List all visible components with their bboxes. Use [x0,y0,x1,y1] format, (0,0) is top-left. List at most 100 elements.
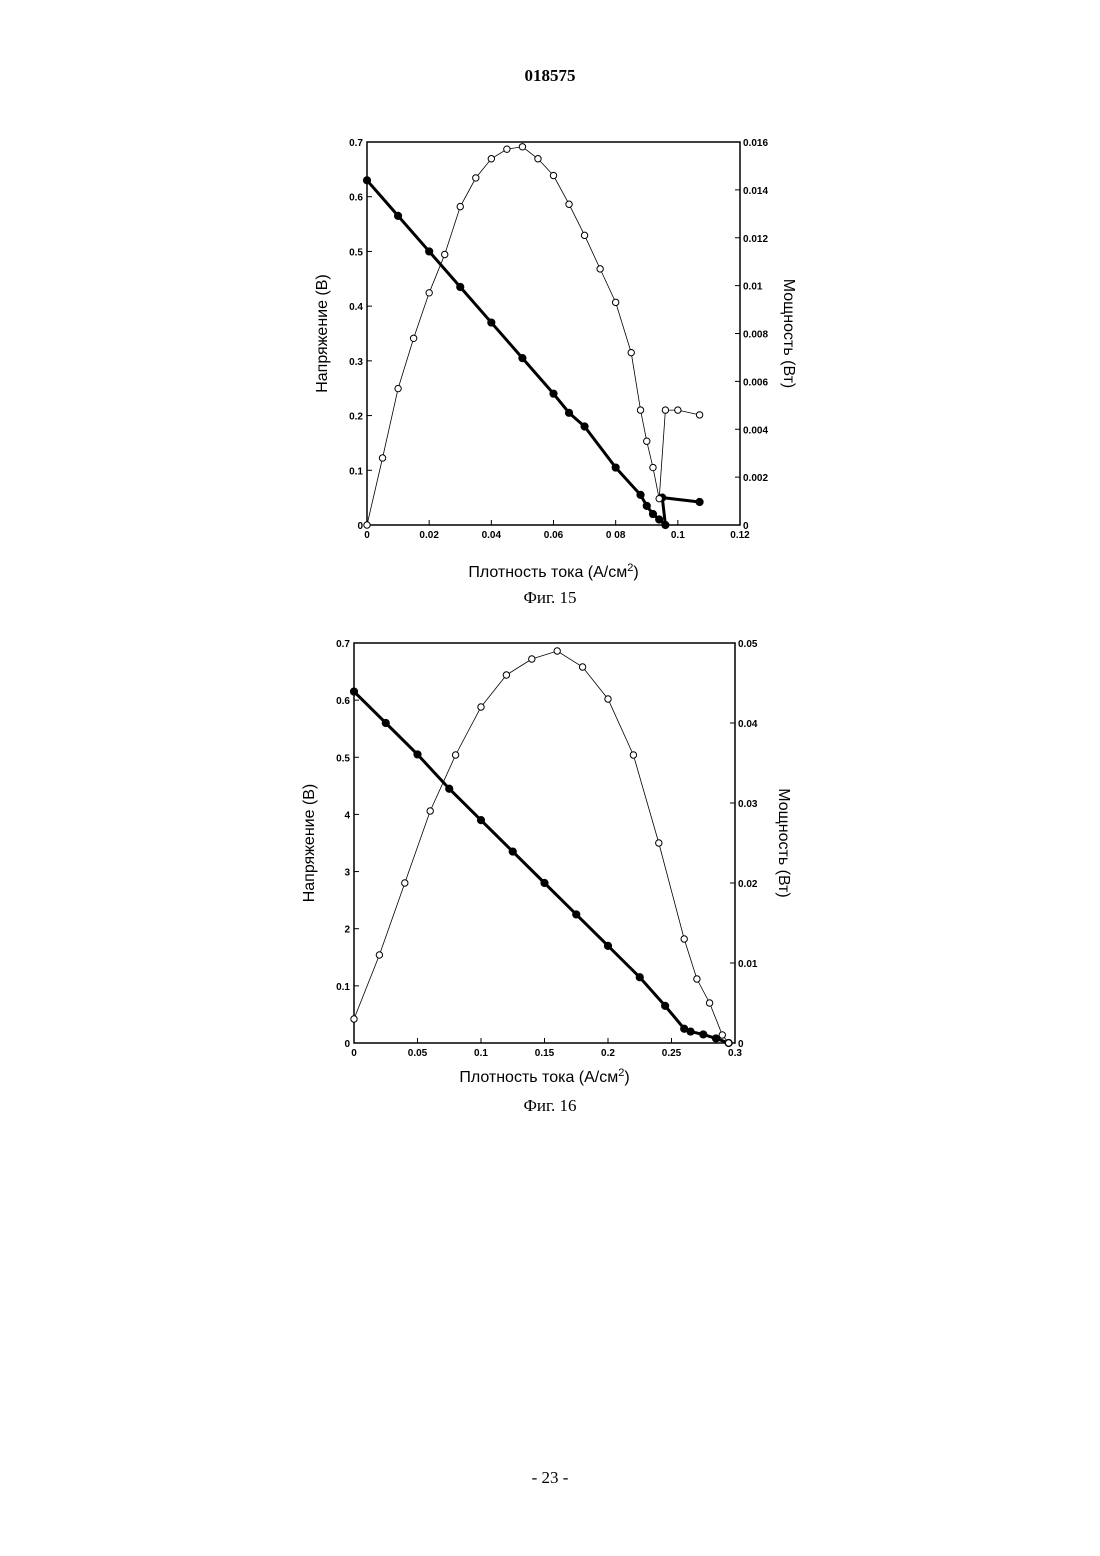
power-point [488,156,494,162]
y-left-tick-label: 0.7 [336,639,350,650]
y-left-tick-label: 0.6 [349,193,363,204]
figure-16-caption: Фиг. 16 [0,1096,1100,1116]
page-number: - 23 - [0,1468,1100,1488]
power-point [597,266,603,272]
document-number: 018575 [0,66,1100,86]
power-point [478,704,484,710]
y-left-tick-label: 0.2 [349,412,363,423]
power-point [473,175,479,181]
voltage-point [426,248,433,255]
voltage-point [488,319,495,326]
power-point [579,664,585,670]
figure-15: 00.020.040.060 080.10.1200.10.20.30.40.5… [0,130,1100,600]
power-point [379,455,385,461]
power-point [644,438,650,444]
x-tick-label: 0 [364,530,370,541]
y-left-tick-label: 0.5 [349,247,363,258]
voltage-point [350,688,357,695]
power-point [427,808,433,814]
power-point [550,172,556,178]
figure-15-caption: Фиг. 15 [0,588,1100,608]
y-right-tick-label: 0.01 [743,282,763,293]
power-point [605,696,611,702]
voltage-point [696,498,703,505]
y-left-tick-label: 0.5 [336,753,350,764]
y-right-tick-label: 0.014 [743,186,768,197]
y-left-tick-label: 2 [344,925,350,936]
power-point [637,407,643,413]
y-left-tick-label: 0.3 [349,357,363,368]
power-point [395,385,401,391]
power-point [364,522,370,528]
power-point [581,232,587,238]
voltage-point [662,1002,669,1009]
voltage-point [700,1031,707,1038]
power-point [725,1040,731,1046]
y-right-tick-label: 0.012 [743,234,768,245]
power-point [719,1032,725,1038]
voltage-point [519,355,526,362]
voltage-point [363,177,370,184]
y-right-tick-label: 0.01 [738,959,758,970]
chart-16: 00.050.10.150.20.250.300.12340.50.60.700… [0,630,1100,1120]
y-left-axis-label: Напряжение (В) [314,274,331,393]
voltage-point [573,911,580,918]
power-point [351,1016,357,1022]
power-point [452,752,458,758]
y-right-tick-label: 0.006 [743,377,768,388]
y-right-axis-label: Мощность (Вт) [780,279,797,389]
y-left-tick-label: 0.6 [336,696,350,707]
voltage-point [637,491,644,498]
power-point [457,203,463,209]
y-right-tick-label: 0.03 [738,799,758,810]
voltage-point [414,751,421,758]
power-point [410,335,416,341]
y-left-tick-label: 0.1 [349,466,363,477]
voltage-point [636,974,643,981]
y-right-tick-label: 0.04 [738,719,758,730]
power-point [706,1000,712,1006]
power-point [376,952,382,958]
series-voltage-line [367,180,700,525]
voltage-point [687,1028,694,1035]
voltage-point [581,423,588,430]
figure-16: 00.050.10.150.20.250.300.12340.50.60.700… [0,630,1100,1120]
power-point [535,156,541,162]
power-point [612,299,618,305]
power-point [426,290,432,296]
y-left-tick-label: 0 [357,521,363,532]
voltage-point [662,521,669,528]
power-point [529,656,535,662]
power-point [694,976,700,982]
y-right-tick-label: 0.02 [738,879,758,890]
y-left-tick-label: 3 [344,868,350,879]
y-left-tick-label: 0 [344,1039,350,1050]
power-point [630,752,636,758]
power-point [442,251,448,257]
voltage-point [565,409,572,416]
power-point [656,840,662,846]
voltage-point [477,817,484,824]
voltage-point [656,516,663,523]
y-left-tick-label: 0.7 [349,138,363,149]
y-right-axis-label: Мощность (Вт) [775,788,792,898]
chart-15: 00.020.040.060 080.10.1200.10.20.30.40.5… [0,130,1100,600]
x-tick-label: 0 08 [606,530,626,541]
voltage-point [643,502,650,509]
voltage-point [394,212,401,219]
y-right-tick-label: 0.004 [743,425,768,436]
x-tick-label: 0.1 [474,1048,488,1059]
y-left-axis-label: Напряжение (В) [301,784,318,903]
power-point [650,464,656,470]
power-point [662,407,668,413]
x-tick-label: 0 [351,1048,357,1059]
y-right-tick-label: 0 [738,1039,744,1050]
y-right-tick-label: 0.05 [738,639,758,650]
y-right-tick-label: 0.016 [743,138,768,149]
x-axis-label: Плотность тока (А/см2) [459,1067,629,1086]
x-tick-label: 0.06 [544,530,564,541]
x-tick-label: 0.1 [671,530,685,541]
plot-frame [354,643,735,1043]
x-tick-label: 0.04 [482,530,502,541]
y-right-tick-label: 0.002 [743,473,768,484]
